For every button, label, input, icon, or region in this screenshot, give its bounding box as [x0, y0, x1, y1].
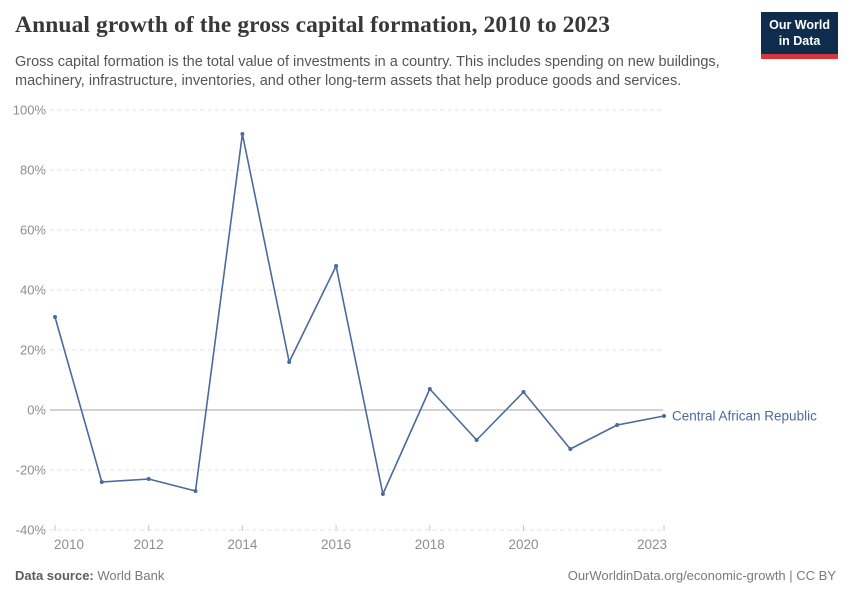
data-point[interactable]	[334, 264, 339, 268]
y-axis-tick-label: 20%	[20, 343, 46, 358]
x-axis-tick-label: 2020	[508, 537, 538, 552]
y-axis-tick-label: -40%	[16, 523, 47, 538]
data-point[interactable]	[146, 477, 151, 481]
data-point[interactable]	[53, 315, 57, 319]
data-point[interactable]	[662, 414, 666, 418]
owid-logo[interactable]: Our World in Data	[761, 12, 838, 59]
y-axis-tick-label: 60%	[20, 223, 46, 238]
data-point[interactable]	[240, 132, 245, 136]
data-point[interactable]	[521, 390, 526, 394]
data-point[interactable]	[193, 489, 198, 493]
chart-subtitle: Gross capital formation is the total val…	[15, 54, 720, 89]
x-axis-tick-label: 2016	[321, 537, 351, 552]
x-axis-tick-label: 2018	[415, 537, 445, 552]
x-axis-tick-label: 2010	[54, 537, 84, 552]
credit-link[interactable]: OurWorldinData.org/economic-growth | CC …	[567, 568, 836, 583]
x-axis-tick-label: 2023	[637, 537, 667, 552]
data-point[interactable]	[568, 447, 573, 451]
data-source-label: Data source:	[15, 568, 94, 583]
data-point[interactable]	[99, 480, 104, 484]
x-axis-tick-label: 2012	[134, 537, 164, 552]
y-axis-tick-label: 80%	[20, 163, 46, 178]
data-point[interactable]	[427, 387, 432, 391]
y-axis-tick-label: 100%	[13, 103, 47, 118]
series-line[interactable]	[54, 133, 665, 495]
y-axis-tick-label: -20%	[16, 463, 47, 478]
data-source-value: World Bank	[93, 568, 165, 583]
y-axis-tick-label: 40%	[20, 283, 46, 298]
x-axis-tick-label: 2014	[227, 537, 258, 552]
entity-label[interactable]: Central African Republic	[672, 409, 817, 424]
page-title: Annual growth of the gross capital forma…	[15, 12, 611, 38]
data-point[interactable]	[474, 438, 479, 442]
data-source-note: Data source: World Bank	[15, 568, 164, 583]
owid-logo-line1: Our World	[769, 18, 830, 32]
owid-logo-line2: in Data	[778, 34, 821, 49]
y-axis-tick-label: 0%	[27, 403, 46, 418]
data-point[interactable]	[615, 423, 620, 427]
data-point[interactable]	[287, 360, 292, 364]
data-point[interactable]	[380, 492, 385, 496]
